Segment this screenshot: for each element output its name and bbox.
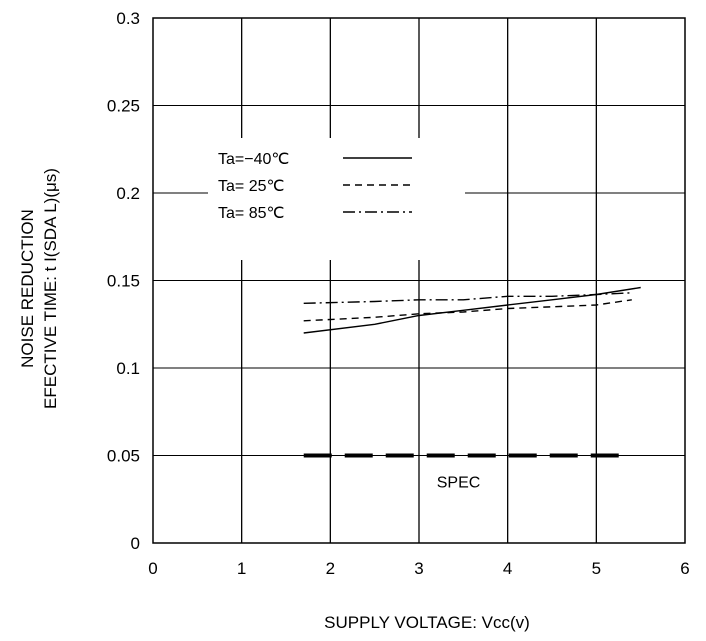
- spec-label: SPEC: [437, 475, 481, 492]
- spec-annotation: SPEC: [303, 453, 623, 492]
- plot-frame: [152, 17, 686, 544]
- x-tick-label: 3: [414, 559, 423, 578]
- x-tick-label: 0: [148, 559, 157, 578]
- y-axis-label-line2: EFECTIVE TIME: t I(SDA L)(μs): [41, 168, 60, 409]
- y-tick-label: 0.2: [116, 184, 140, 203]
- series-layer: [303, 286, 641, 334]
- x-axis-label: SUPPLY VOLTAGE: Vcc(v): [324, 613, 530, 632]
- x-tick-label: 2: [326, 559, 335, 578]
- y-axis-label-line1: NOISE REDUCTION: [18, 209, 37, 368]
- y-tick-label: 0.15: [107, 272, 140, 291]
- legend-label: Ta=−40℃: [218, 151, 289, 168]
- x-tick-label: 1: [237, 559, 246, 578]
- grid: [152, 17, 686, 544]
- legend-background: [208, 138, 465, 260]
- y-tick-label: 0.25: [107, 97, 140, 116]
- legend-label: Ta= 25℃: [218, 178, 284, 195]
- tick-labels: 0 1 2 3 4 5 6 0 0.05 0.1 0.15 0.2 0.25 0.3: [107, 9, 690, 578]
- series-line-solid: [303, 286, 641, 334]
- series-line-dashed: [303, 299, 632, 322]
- x-tick-label: 6: [680, 559, 689, 578]
- x-tick-label: 5: [592, 559, 601, 578]
- y-tick-label: 0: [131, 534, 140, 553]
- y-tick-label: 0.3: [116, 9, 140, 28]
- series-line-dashdot: [303, 292, 632, 304]
- legend: Ta=−40℃ Ta= 25℃ Ta= 85℃: [218, 151, 412, 222]
- x-tick-label: 4: [503, 559, 512, 578]
- y-tick-label: 0.05: [107, 447, 140, 466]
- y-tick-label: 0.1: [116, 359, 140, 378]
- legend-label: Ta= 85℃: [218, 205, 284, 222]
